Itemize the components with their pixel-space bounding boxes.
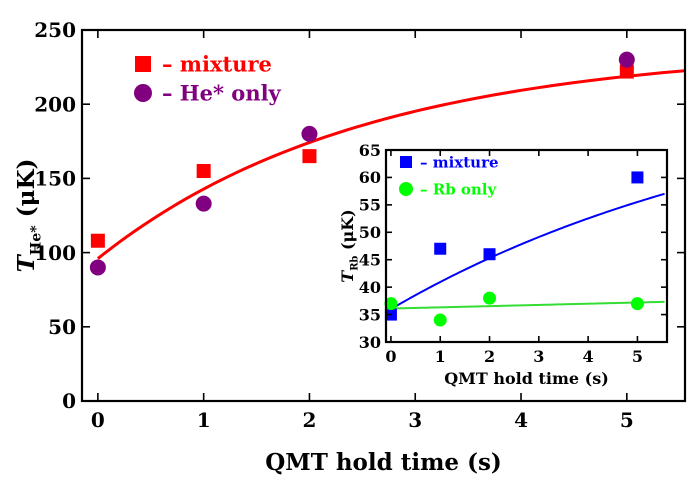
inset-y-tick-label-0: 30 <box>359 333 381 352</box>
main-y-axis-title: THe* (μK) <box>13 159 44 273</box>
inset-point-mixture-2 <box>483 248 496 261</box>
main-frame <box>80 28 687 403</box>
main-point-he-only-0 <box>89 259 106 276</box>
main-x-tick-label-4: 4 <box>514 408 528 432</box>
inset-y-title-subscript: Rb <box>349 256 360 271</box>
inset-x-tick-label-4: 4 <box>583 347 594 366</box>
main-x-tick-label-3: 3 <box>408 408 422 432</box>
main-y-title-unit: (μK) <box>13 159 40 226</box>
inset-fit-line-0 <box>390 192 665 310</box>
inset-background <box>386 150 667 342</box>
inset-y-tick-label-3: 45 <box>359 250 381 269</box>
inset-point-rb-only-1 <box>433 313 447 327</box>
inset-x-tick-label-2: 2 <box>484 347 495 366</box>
main-y-tick-label-1: 50 <box>48 315 76 339</box>
inset-legend-label-0: – mixture <box>420 153 499 171</box>
inset-y-tick-label-4: 50 <box>359 223 381 242</box>
inset-x-tick-label-5: 5 <box>632 347 643 366</box>
main-legend-marker-1 <box>134 84 152 102</box>
inset-point-rb-only-2 <box>483 291 497 305</box>
inset-x-tick-label-3: 3 <box>533 347 544 366</box>
main-x-axis-title: QMT hold time (s) <box>265 449 502 476</box>
inset-y-tick-label-6: 60 <box>359 168 381 187</box>
inset-y-title-symbol: T <box>338 270 357 283</box>
inset-point-rb-only-0 <box>384 297 398 311</box>
inset-legend-label-1: – Rb only <box>420 180 498 198</box>
main-fit-line-0 <box>96 69 685 260</box>
main-y-tick-label-3: 150 <box>34 167 76 191</box>
inset-x-tick-label-0: 0 <box>385 347 396 366</box>
main-point-mixture-1 <box>196 163 211 178</box>
inset-legend-marker-1 <box>399 182 413 196</box>
inset-legend-marker-0 <box>400 156 412 168</box>
main-point-mixture-0 <box>90 233 105 248</box>
inset-point-mixture-3 <box>631 171 644 184</box>
main-y-title-symbol: T <box>13 253 40 272</box>
inset-y-tick-label-7: 65 <box>359 141 381 160</box>
main-legend-label-0: – mixture <box>162 52 272 77</box>
inset-point-rb-only-3 <box>630 297 644 311</box>
inset-y-title-unit: (μK) <box>338 209 357 255</box>
inset-x-axis-title: QMT hold time (s) <box>444 369 609 388</box>
main-legend-label-1: – He* only <box>162 81 282 106</box>
main-y-tick-label-2: 100 <box>34 241 76 265</box>
inset-y-tick-label-2: 40 <box>359 278 381 297</box>
main-y-tick-label-0: 0 <box>62 389 76 413</box>
main-x-tick-label-2: 2 <box>302 408 316 432</box>
main-y-tick-label-5: 250 <box>34 18 76 42</box>
inset-y-tick-label-5: 55 <box>359 196 381 215</box>
inset-point-mixture-1 <box>434 242 447 255</box>
inset-frame <box>384 148 669 344</box>
main-point-mixture-3 <box>619 64 634 79</box>
main-legend-marker-0 <box>135 56 151 72</box>
main-point-he-only-2 <box>301 125 318 142</box>
main-y-title-subscript: He* <box>28 225 44 256</box>
main-point-mixture-2 <box>302 149 317 164</box>
inset-fit-line-1 <box>390 300 665 310</box>
main-x-tick-label-5: 5 <box>620 408 634 432</box>
main-y-tick-label-4: 200 <box>34 92 76 116</box>
main-point-he-only-3 <box>618 51 635 68</box>
inset-y-axis-title: TRb (μK) <box>338 209 360 282</box>
main-x-tick-label-1: 1 <box>197 408 211 432</box>
inset-x-tick-label-1: 1 <box>435 347 446 366</box>
inset-y-tick-label-1: 35 <box>359 305 381 324</box>
main-point-he-only-1 <box>195 195 212 212</box>
main-x-tick-label-0: 0 <box>91 408 105 432</box>
